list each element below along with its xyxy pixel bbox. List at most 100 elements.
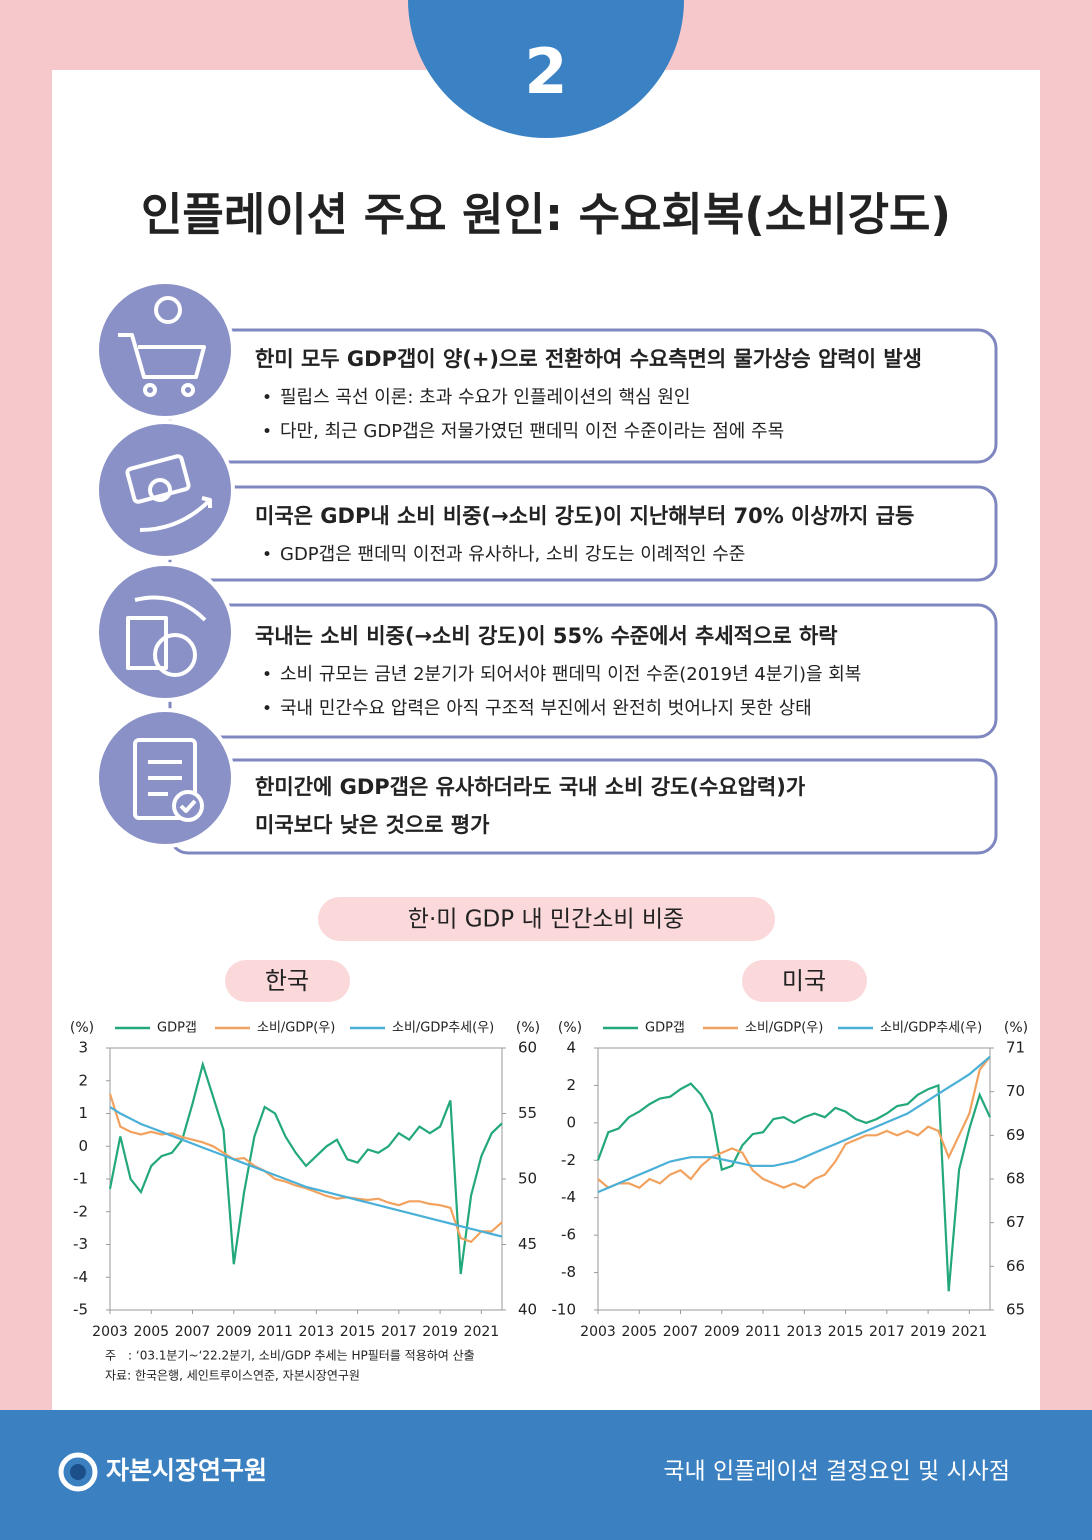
- badge-circle: [408, 0, 684, 138]
- item-heading: 한미 모두 GDP갭이 양(+)으로 전환하여 수요측면의 물가상승 압력이 발…: [255, 347, 922, 371]
- cart-icon: [118, 333, 206, 379]
- x-tick-label: 2009: [216, 1324, 252, 1340]
- y2-tick-label: 65: [1006, 1301, 1025, 1319]
- legend-label: 소비/GDP(우): [257, 1021, 335, 1036]
- x-tick-label: 2021: [464, 1324, 500, 1340]
- clipboard-lines: [148, 760, 182, 796]
- x-tick-label: 2013: [786, 1324, 822, 1340]
- icon-glyphs: [118, 296, 212, 822]
- item-heading: 미국은 GDP내 소비 비중(→소비 강도)이 지난해부터 70% 이상까지 급…: [255, 504, 914, 528]
- clipboard-icon: [133, 738, 197, 820]
- bullet-dot: •: [262, 388, 272, 408]
- y-tick-label: -4: [561, 1188, 576, 1206]
- legend-label: 소비/GDP(우): [745, 1021, 823, 1036]
- y2-tick-label: 70: [1006, 1082, 1025, 1100]
- item-bullet: 소비 규모는 금년 2분기가 되어서야 팬데믹 이전 수준(2019년 4분기)…: [280, 664, 861, 685]
- y-tick-label: -5: [73, 1301, 88, 1319]
- item-bullet: 다만, 최근 GDP갭은 저물가였던 팬데믹 이전 수준이라는 점에 주목: [280, 421, 784, 442]
- x-tick-label: 2017: [869, 1324, 905, 1340]
- legend-label: 소비/GDP추세(우): [392, 1021, 494, 1036]
- arrow-icon: [139, 496, 212, 532]
- legend-label: GDP갭: [157, 1021, 197, 1036]
- y-tick-label: -1: [73, 1170, 88, 1188]
- title: 인플레이션 주요 원인: 수요회복(소비강도): [141, 188, 951, 241]
- footer-bar: [0, 1410, 1092, 1540]
- badge-number: 2: [524, 35, 567, 108]
- item-bullet: 국내 민간수요 압력은 아직 구조적 부진에서 완전히 벗어나지 못한 상태: [280, 698, 812, 719]
- series-line: [597, 1056, 991, 1189]
- y2-tick-label: 55: [518, 1104, 537, 1122]
- item-heading: 미국보다 낮은 것으로 평가: [255, 813, 490, 837]
- section-title: 한·미 GDP 내 민간소비 비중: [408, 907, 684, 933]
- item-bullet: 필립스 곡선 이론: 초과 수요가 인플레이션의 핵심 원인: [280, 387, 690, 408]
- y2-axis-label: (%): [1004, 1020, 1028, 1036]
- money-icon: [125, 454, 191, 504]
- footer-org: 자본시장연구원: [106, 1456, 267, 1485]
- chart-title-pill: [742, 960, 867, 1002]
- y-tick-label: 0: [78, 1137, 88, 1155]
- chart-title-pill: [225, 960, 350, 1002]
- cart-wheel: [143, 383, 157, 397]
- item-heading: 국내는 소비 비중(→소비 강도)이 55% 수준에서 추세적으로 하락: [255, 624, 838, 648]
- x-tick-label: 2021: [952, 1324, 988, 1340]
- y2-tick-label: 45: [518, 1235, 537, 1253]
- x-tick-label: 2013: [298, 1324, 334, 1340]
- x-tick-label: 2011: [257, 1324, 293, 1340]
- plus-pin: [154, 296, 182, 324]
- x-tick-label: 2017: [381, 1324, 417, 1340]
- y2-tick-label: 68: [1006, 1170, 1025, 1188]
- note: 자료: 한국은행, 세인트루이스연준, 자본시장연구원: [105, 1368, 360, 1383]
- bullet-dot: •: [262, 422, 272, 442]
- y2-tick-label: 69: [1006, 1126, 1025, 1144]
- y-tick-label: 1: [78, 1104, 88, 1122]
- series-line: [108, 1093, 503, 1244]
- y-tick-label: 3: [78, 1039, 88, 1057]
- y-tick-label: -6: [561, 1226, 576, 1244]
- legend-label: GDP갭: [645, 1021, 685, 1036]
- item-heading: 한미간에 GDP갭은 유사하더라도 국내 소비 강도(수요압력)가: [255, 775, 806, 799]
- footer-report: 국내 인플레이션 결정요인 및 시사점: [663, 1459, 1010, 1485]
- y-tick-label: 4: [566, 1039, 576, 1057]
- y2-tick-label: 71: [1006, 1039, 1025, 1057]
- x-tick-label: 2015: [340, 1324, 376, 1340]
- chart-title: 한국: [265, 967, 309, 995]
- y2-tick-label: 67: [1006, 1213, 1025, 1231]
- x-tick-label: 2003: [580, 1324, 616, 1340]
- y-tick-label: -10: [552, 1301, 577, 1319]
- x-tick-label: 2015: [828, 1324, 864, 1340]
- y-tick-label: -2: [73, 1202, 88, 1220]
- logo-core: [70, 1464, 86, 1480]
- x-tick-label: 2019: [422, 1324, 458, 1340]
- y2-tick-label: 60: [518, 1039, 537, 1057]
- series-line: [108, 1060, 503, 1275]
- icon-circle: [95, 420, 235, 560]
- check-mark: [179, 799, 197, 813]
- note: 주 : ‘03.1분기~‘22.2분기, 소비/GDP 추세는 HP필터를 적용…: [105, 1349, 475, 1363]
- x-tick-label: 2019: [910, 1324, 946, 1340]
- bullet-dot: •: [262, 699, 272, 719]
- y2-tick-label: 40: [518, 1301, 537, 1319]
- y-tick-label: 0: [566, 1113, 576, 1131]
- x-tick-label: 2005: [621, 1324, 657, 1340]
- y-tick-label: 2: [566, 1076, 576, 1094]
- section-pill: [318, 897, 775, 941]
- icon-circle: [95, 280, 235, 420]
- coin-icon: [148, 478, 172, 502]
- y-tick-label: -4: [73, 1268, 88, 1286]
- series-line: [109, 1106, 503, 1238]
- x-tick-label: 2003: [92, 1324, 128, 1340]
- down-arrow: [134, 595, 207, 622]
- y-tick-label: 2: [78, 1071, 88, 1089]
- x-tick-label: 2007: [663, 1324, 699, 1340]
- item-bullet: GDP갭은 팬데믹 이전과 유사하나, 소비 강도는 이례적인 수준: [280, 544, 745, 565]
- x-tick-label: 2009: [704, 1324, 740, 1340]
- series-line: [597, 1055, 991, 1194]
- legend-label: 소비/GDP추세(우): [880, 1021, 982, 1036]
- y2-tick-label: 50: [518, 1170, 537, 1188]
- bullet-dot: •: [262, 665, 272, 685]
- x-tick-label: 2011: [745, 1324, 781, 1340]
- series-line: [596, 1082, 991, 1292]
- y-tick-label: -8: [561, 1263, 576, 1281]
